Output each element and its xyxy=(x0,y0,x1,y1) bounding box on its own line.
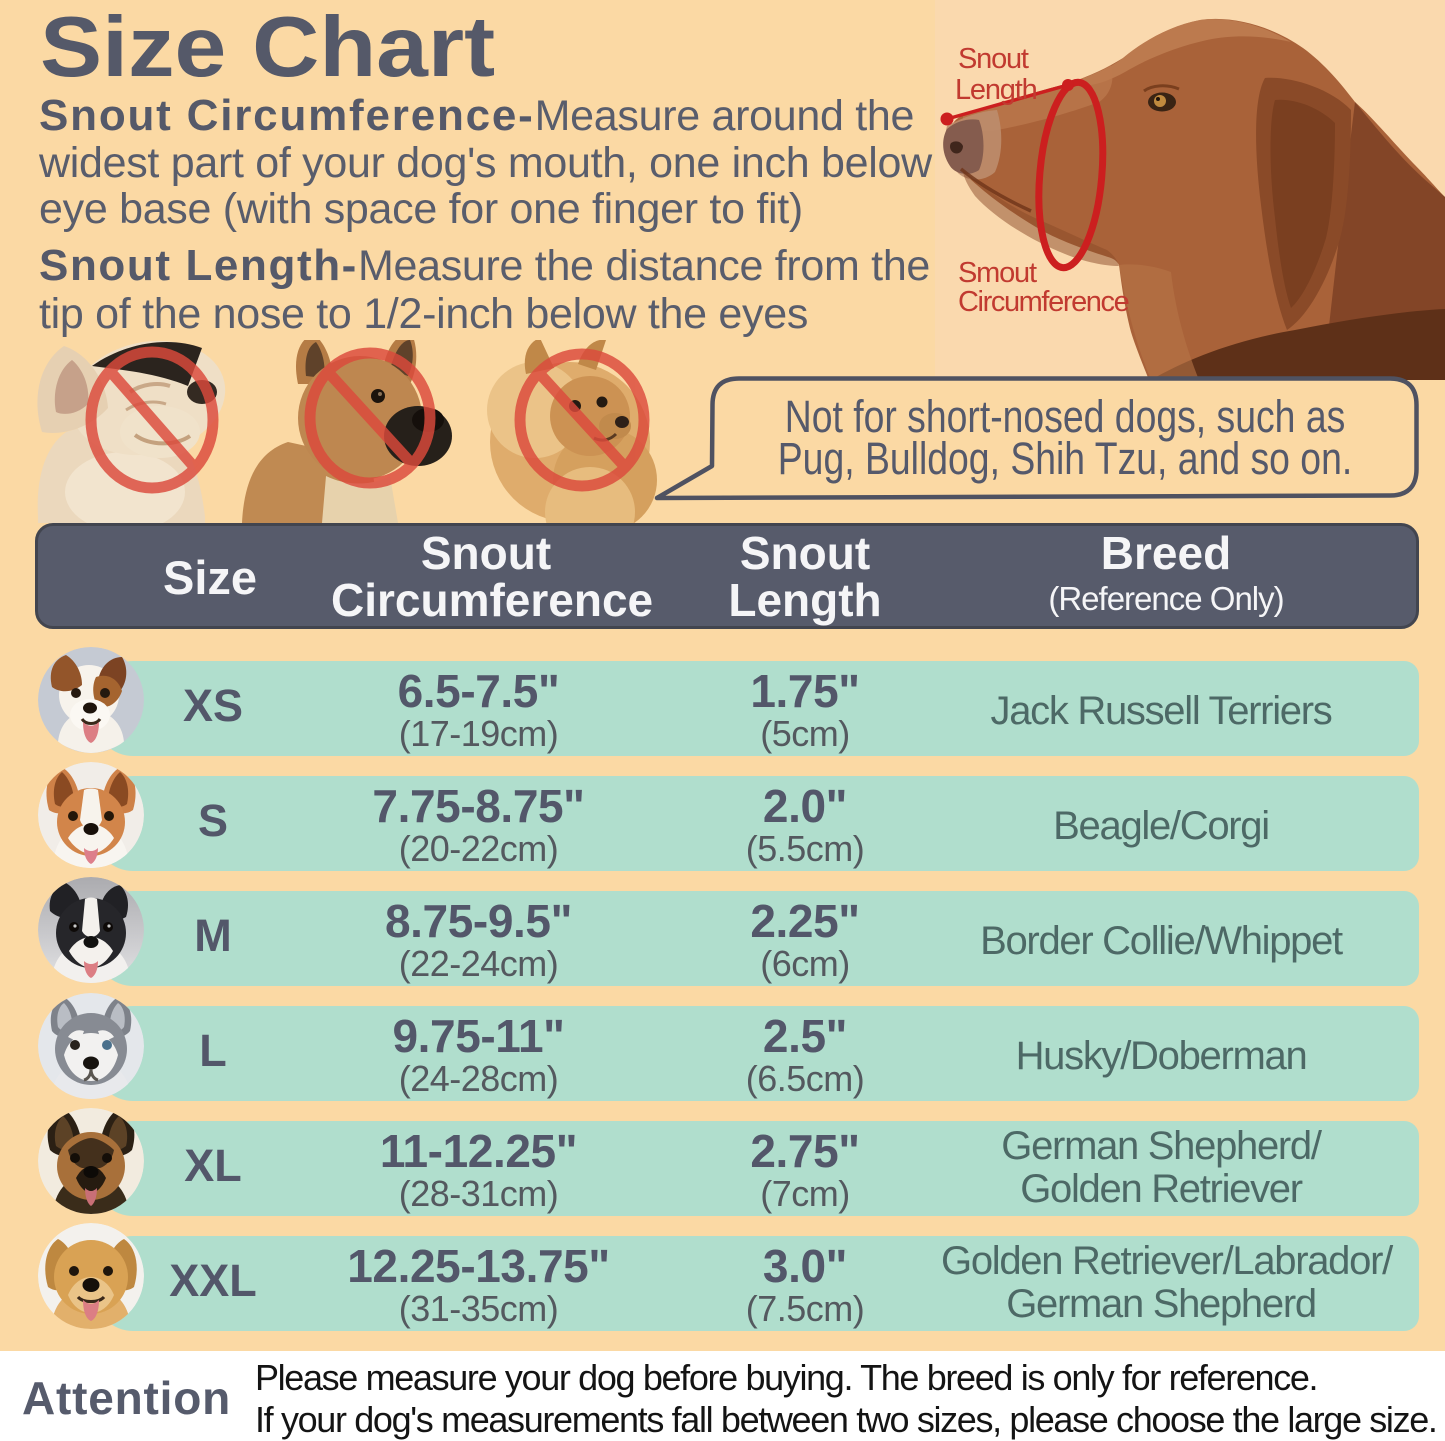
svg-text:Length: Length xyxy=(955,74,1037,106)
svg-text:Circumference: Circumference xyxy=(958,286,1129,318)
svg-text:Smout: Smout xyxy=(958,257,1037,289)
svg-text:Snout: Snout xyxy=(958,43,1029,75)
